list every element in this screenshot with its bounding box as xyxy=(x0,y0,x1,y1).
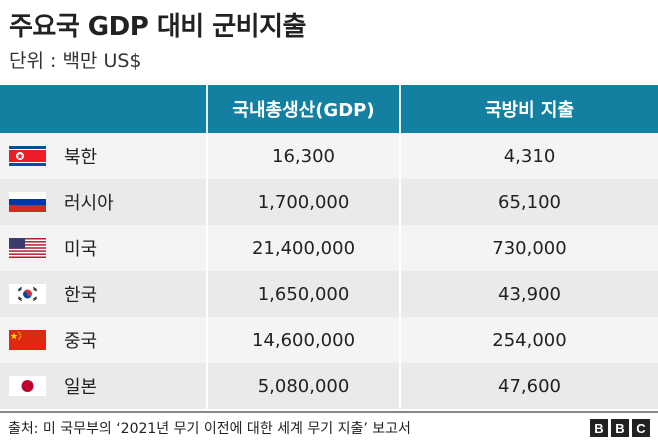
gdp-cell: 1,650,000 xyxy=(208,271,401,317)
country-name: 일본 xyxy=(64,377,98,398)
country-name: 중국 xyxy=(64,331,98,352)
table-row: 한국 1,650,000 43,900 xyxy=(0,271,658,317)
table-header-row: 국내총생산(GDP) 국방비 지출 xyxy=(0,85,658,133)
header-defense: 국방비 지출 xyxy=(484,100,575,121)
defense-cell: 47,600 xyxy=(498,375,561,397)
header-country xyxy=(0,85,208,133)
defense-cell: 4,310 xyxy=(503,145,556,167)
table-row: 미국 21,400,000 730,000 xyxy=(0,225,658,271)
defense-cell: 65,100 xyxy=(498,191,561,213)
table-row: 일본 5,080,000 47,600 xyxy=(0,363,658,409)
north-korea-flag-icon xyxy=(9,146,46,166)
usa-flag-icon xyxy=(9,238,46,258)
bbc-logo-letter: C xyxy=(632,419,650,437)
russia-flag-icon xyxy=(9,192,46,212)
header-gdp: 국내총생산(GDP) xyxy=(208,85,401,133)
country-name: 러시아 xyxy=(64,193,114,214)
bbc-logo: B B C xyxy=(590,419,650,437)
country-cell: 중국 xyxy=(0,317,208,363)
table-row: 북한 16,300 4,310 xyxy=(0,133,658,179)
gdp-cell: 14,600,000 xyxy=(208,317,401,363)
country-cell: 미국 xyxy=(0,225,208,271)
country-cell: 한국 xyxy=(0,271,208,317)
footer-divider xyxy=(0,411,658,413)
table-row: 러시아 1,700,000 65,100 xyxy=(0,179,658,225)
gdp-cell: 21,400,000 xyxy=(208,225,401,271)
bbc-logo-letter: B xyxy=(611,419,629,437)
defense-cell: 730,000 xyxy=(492,237,567,259)
source-text: 출처: 미 국무부의 ‘2021년 무기 이전에 대한 세계 무기 지출’ 보고… xyxy=(8,421,411,437)
south-korea-flag-icon xyxy=(9,284,46,304)
chart-subtitle: 단위 : 백만 US$ xyxy=(9,50,142,72)
gdp-cell: 1,700,000 xyxy=(208,179,401,225)
gdp-cell: 16,300 xyxy=(208,133,401,179)
country-name: 북한 xyxy=(64,147,98,168)
china-flag-icon xyxy=(9,330,46,350)
gdp-cell: 5,080,000 xyxy=(208,363,401,409)
country-cell: 러시아 xyxy=(0,179,208,225)
country-cell: 북한 xyxy=(0,133,208,179)
japan-flag-icon xyxy=(9,376,46,396)
table-body: 북한 16,300 4,310 러시아 1,700,000 65,100 xyxy=(0,133,658,409)
data-table: 국내총생산(GDP) 국방비 지출 북한 16,300 4,310 xyxy=(0,85,658,409)
defense-cell: 254,000 xyxy=(492,329,567,351)
country-cell: 일본 xyxy=(0,363,208,409)
defense-cell: 43,900 xyxy=(498,283,561,305)
chart-title: 주요국 GDP 대비 군비지출 xyxy=(9,12,306,42)
country-name: 미국 xyxy=(64,239,98,260)
country-name: 한국 xyxy=(64,285,98,306)
bbc-logo-letter: B xyxy=(590,419,608,437)
table-row: 중국 14,600,000 254,000 xyxy=(0,317,658,363)
